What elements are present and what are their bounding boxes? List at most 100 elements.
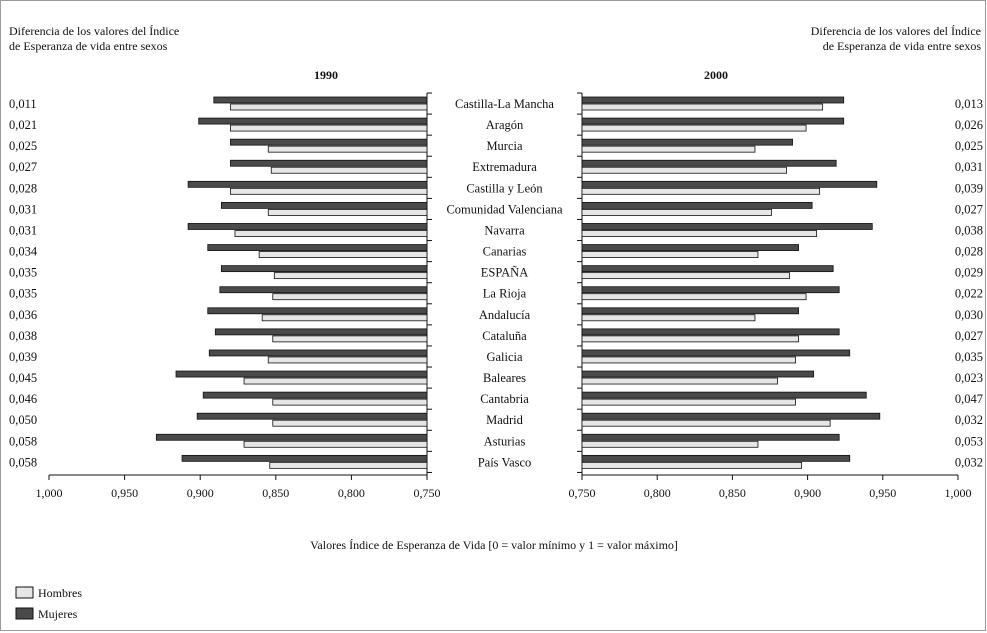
- difference-2000-la-rioja: 0,022: [955, 287, 983, 301]
- bar-right-mujeres-asturias: [581, 433, 840, 441]
- bar-left-mujeres-la-rioja: [219, 286, 428, 294]
- right-note-line-2: de Esperanza de vida entre sexos: [823, 39, 982, 53]
- bar-left-mujeres-canarias: [207, 244, 428, 251]
- category-label-extremadura: Extremadura: [472, 160, 537, 174]
- difference-1990-la-rioja: 0,035: [9, 287, 37, 301]
- bar-right-mujeres-galicia: [581, 349, 851, 357]
- left-tick-label: 0,850: [262, 486, 289, 500]
- left-tick-label: 0,900: [187, 486, 214, 500]
- bar-left-mujeres-galicia: [208, 349, 428, 357]
- bar-left-hombres-comunidad-valenciana: [267, 208, 428, 216]
- bar-left-hombres-castilla-y-leon: [230, 187, 428, 195]
- bar-left-hombres-pais-vasco: [269, 461, 428, 469]
- bar-left-mujeres-murcia: [230, 138, 428, 146]
- bar-left-mujeres-comunidad-valenciana: [220, 201, 428, 209]
- bar-right-hombres-canarias: [581, 251, 759, 258]
- category-label-andalucia: Andalucía: [479, 308, 531, 322]
- left-note-line-2: de Esperanza de vida entre sexos: [9, 39, 168, 53]
- bar-left-mujeres-extremadura: [230, 159, 428, 167]
- left-tick-label: 0,750: [414, 486, 441, 500]
- category-label-comunidad-valenciana: Comunidad Valenciana: [446, 202, 563, 216]
- x-axis-label: Valores Índice de Esperanza de Vida [0 =…: [310, 538, 678, 552]
- category-label-aragon: Aragón: [486, 118, 524, 132]
- legend-label-mujeres: Mujeres: [38, 607, 78, 621]
- bar-left-hombres-cantabria: [272, 398, 428, 406]
- difference-2000-espana: 0,029: [955, 266, 983, 280]
- category-label-cataluna: Cataluña: [482, 329, 527, 343]
- bar-left-mujeres-aragon: [198, 117, 428, 125]
- bar-left-mujeres-andalucia: [207, 307, 428, 315]
- left-tick-label: 0,950: [111, 486, 138, 500]
- bar-right-hombres-extremadura: [581, 166, 787, 174]
- bar-right-hombres-murcia: [581, 145, 756, 153]
- right-tick-label: 0,750: [569, 486, 596, 500]
- left-panel-axis: [48, 92, 432, 480]
- bar-left-hombres-galicia: [267, 356, 428, 364]
- difference-2000-madrid: 0,032: [955, 413, 983, 427]
- category-label-cantabria: Cantabria: [480, 392, 529, 406]
- difference-1990-navarra: 0,031: [9, 223, 37, 237]
- legend-label-hombres: Hombres: [38, 586, 82, 600]
- difference-notes: Diferencia de los valores del Índice de …: [9, 24, 981, 53]
- bar-left-hombres-castilla-la-mancha: [230, 103, 428, 111]
- bar-left-mujeres-madrid: [196, 412, 428, 420]
- difference-1990-extremadura: 0,027: [9, 160, 37, 174]
- difference-1990-castilla-la-mancha: 0,011: [9, 97, 37, 111]
- bar-right-mujeres-pais-vasco: [581, 454, 851, 462]
- difference-2000-andalucia: 0,030: [955, 308, 983, 322]
- bar-right-hombres-castilla-la-mancha: [581, 103, 824, 111]
- bar-left-hombres-baleares: [243, 377, 428, 385]
- bar-right-hombres-cantabria: [581, 398, 796, 406]
- bar-right-hombres-comunidad-valenciana: [581, 208, 772, 216]
- bar-right-hombres-navarra: [581, 230, 818, 237]
- right-panel-bars: [581, 96, 881, 469]
- bar-left-mujeres-cantabria: [202, 391, 428, 399]
- bar-left-hombres-extremadura: [270, 166, 428, 174]
- right-tick-label: 0,950: [869, 486, 896, 500]
- category-label-asturias: Asturias: [484, 434, 526, 448]
- bar-left-mujeres-pais-vasco: [181, 454, 428, 462]
- bar-right-mujeres-extremadura: [581, 159, 837, 167]
- difference-1990-cantabria: 0,046: [9, 392, 37, 406]
- bar-left-hombres-canarias: [258, 251, 428, 258]
- bar-left-hombres-andalucia: [261, 314, 428, 322]
- difference-2000-comunidad-valenciana: 0,027: [955, 202, 983, 216]
- bar-right-hombres-asturias: [581, 440, 759, 448]
- bar-right-hombres-aragon: [581, 124, 807, 132]
- category-label-castilla-y-leon: Castilla y León: [466, 181, 543, 195]
- left-note-line-1: Diferencia de los valores del Índice: [9, 24, 179, 38]
- legend: Hombres Mujeres: [15, 586, 82, 621]
- category-label-castilla-la-mancha: Castilla-La Mancha: [455, 97, 554, 111]
- bar-right-mujeres-murcia: [581, 138, 793, 146]
- difference-1990-pais-vasco: 0,058: [9, 455, 37, 469]
- difference-1990-cataluna: 0,038: [9, 329, 37, 343]
- category-label-galicia: Galicia: [486, 350, 523, 364]
- bar-left-hombres-cataluna: [272, 335, 428, 343]
- bar-right-hombres-baleares: [581, 377, 778, 385]
- legend-swatch-mujeres: [15, 607, 34, 620]
- panel-title-1990: 1990: [314, 68, 338, 82]
- bar-right-mujeres-canarias: [581, 244, 799, 251]
- bar-right-hombres-espana: [581, 272, 790, 280]
- difference-1990-aragon: 0,021: [9, 118, 37, 132]
- difference-2000-murcia: 0,025: [955, 139, 983, 153]
- category-labels: Castilla-La Mancha Aragón Murcia Extremadur…: [446, 97, 563, 469]
- axis-tick-labels: 1,000 0,950 0,900 0,850 0,800 0,750 0,750 0,800…: [36, 486, 972, 500]
- category-label-madrid: Madrid: [486, 413, 524, 427]
- left-tick-label: 1,000: [36, 486, 63, 500]
- bar-left-mujeres-asturias: [155, 433, 428, 441]
- difference-2000-castilla-la-mancha: 0,013: [955, 97, 983, 111]
- bar-left-mujeres-navarra: [187, 223, 428, 230]
- difference-1990-asturias: 0,058: [9, 434, 37, 448]
- right-tick-label: 0,800: [644, 486, 671, 500]
- right-tick-label: 1,000: [945, 486, 972, 500]
- difference-labels: 0,011 0,021 0,025 0,027 0,028 0,031 0,031 0,034…: [9, 97, 983, 469]
- bar-left-mujeres-cataluna: [214, 328, 428, 336]
- difference-1990-murcia: 0,025: [9, 139, 37, 153]
- bar-left-hombres-murcia: [267, 145, 428, 153]
- bar-left-mujeres-baleares: [175, 370, 428, 378]
- right-tick-label: 0,900: [794, 486, 821, 500]
- category-label-canarias: Canarias: [483, 245, 527, 259]
- difference-2000-extremadura: 0,031: [955, 160, 983, 174]
